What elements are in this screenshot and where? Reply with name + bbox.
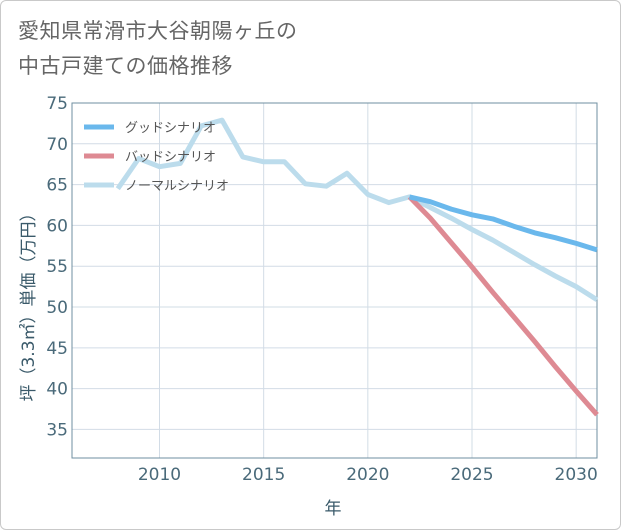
y-tick-label: 45: [46, 339, 68, 359]
y-tick-label: 55: [46, 257, 68, 277]
series-line-bad: [407, 195, 599, 417]
x-tick-labels: 2010 2015 2020 2025 2030: [138, 465, 598, 485]
chart-title: 愛知県常滑市大谷朝陽ヶ丘の 中古戸建ての価格推移: [18, 14, 298, 84]
y-tick-label: 65: [46, 176, 68, 196]
x-tick-label: 2025: [450, 465, 493, 485]
series-line-good: [408, 194, 598, 253]
y-tick-label: 35: [46, 420, 68, 440]
y-tick-label: 50: [46, 298, 68, 318]
plot-area: [71, 102, 598, 459]
legend-label-good: グッドシナリオ: [125, 121, 216, 136]
y-axis-title: 坪（3.3㎡）単価（万円）: [19, 204, 39, 401]
x-tick-label: 2020: [346, 465, 389, 485]
series-layer: [115, 117, 599, 417]
y-tick-label: 40: [46, 380, 68, 400]
title-line-2: 中古戸建ての価格推移: [18, 54, 233, 78]
title-line-1: 愛知県常滑市大谷朝陽ヶ丘の: [18, 19, 298, 43]
series-line-normal: [115, 117, 599, 302]
x-tick-label: 2015: [242, 465, 285, 485]
y-tick-label: 70: [46, 135, 68, 155]
x-axis-title: 年: [325, 499, 342, 519]
legend-label-bad: バッドシナリオ: [125, 150, 216, 165]
legend-label-normal: ノーマルシナリオ: [125, 179, 229, 194]
x-tick-label: 2010: [138, 465, 181, 485]
y-tick-label: 60: [46, 216, 68, 236]
x-tick-label: 2030: [555, 465, 598, 485]
grid-lines: [72, 102, 597, 458]
y-tick-labels: 35 40 45 50 55 60 65 70 75: [46, 94, 68, 440]
y-tick-label: 75: [46, 94, 68, 114]
